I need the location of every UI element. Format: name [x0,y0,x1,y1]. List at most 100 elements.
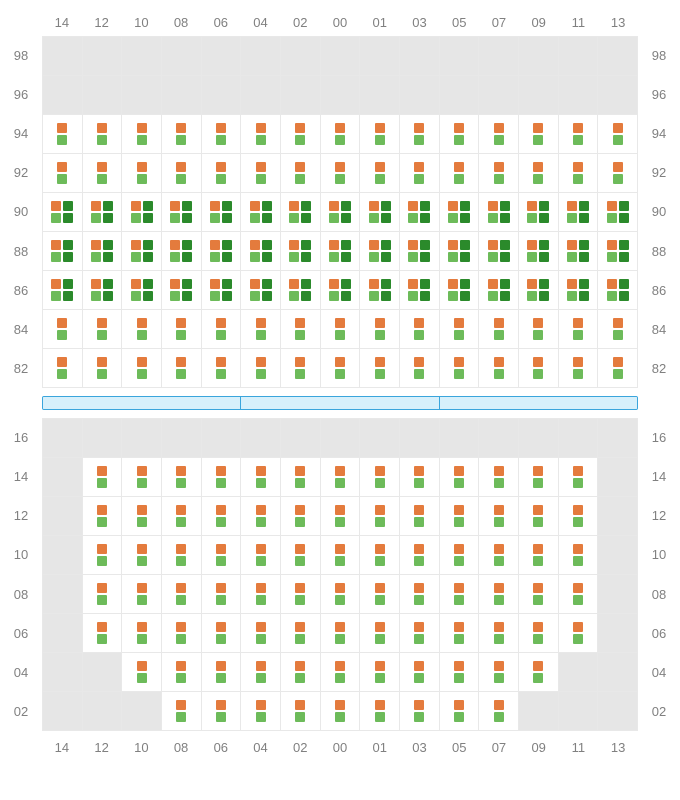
seat-cell[interactable] [400,614,439,652]
seat-cell[interactable] [479,653,518,691]
seat-cell[interactable] [400,193,439,231]
seat-cell[interactable] [559,536,598,574]
seat-cell[interactable] [360,232,399,270]
seat-cell[interactable] [122,232,161,270]
seat-cell[interactable] [83,310,122,348]
seat-cell[interactable] [122,653,161,691]
seat-cell[interactable] [162,575,201,613]
seat-cell[interactable] [479,232,518,270]
seat-cell[interactable] [162,193,201,231]
seat-cell[interactable] [241,115,280,153]
seat-cell[interactable] [479,310,518,348]
seat-cell[interactable] [281,193,320,231]
seat-cell[interactable] [400,536,439,574]
seat-cell[interactable] [440,349,479,387]
seat-cell[interactable] [122,458,161,496]
seat-cell[interactable] [122,497,161,535]
seat-cell[interactable] [281,575,320,613]
seat-cell[interactable] [321,575,360,613]
seat-cell[interactable] [479,458,518,496]
seat-cell[interactable] [440,575,479,613]
seat-cell[interactable] [400,349,439,387]
seat-cell[interactable] [519,193,558,231]
seat-cell[interactable] [479,575,518,613]
seat-cell[interactable] [122,614,161,652]
seat-cell[interactable] [559,458,598,496]
seat-cell[interactable] [360,458,399,496]
seat-cell[interactable] [360,310,399,348]
seat-cell[interactable] [162,458,201,496]
seat-cell[interactable] [122,271,161,309]
seat-cell[interactable] [122,154,161,192]
seat-cell[interactable] [202,232,241,270]
seat-cell[interactable] [83,193,122,231]
seat-cell[interactable] [598,232,637,270]
seat-cell[interactable] [122,115,161,153]
seat-cell[interactable] [43,154,82,192]
seat-cell[interactable] [360,692,399,730]
seat-cell[interactable] [83,349,122,387]
seat-cell[interactable] [202,458,241,496]
seat-cell[interactable] [440,614,479,652]
seat-cell[interactable] [162,497,201,535]
seat-cell[interactable] [479,692,518,730]
seat-cell[interactable] [83,154,122,192]
seat-cell[interactable] [202,154,241,192]
seat-cell[interactable] [400,271,439,309]
seat-cell[interactable] [202,575,241,613]
seat-cell[interactable] [281,614,320,652]
seat-cell[interactable] [519,536,558,574]
seat-cell[interactable] [241,458,280,496]
seat-cell[interactable] [598,154,637,192]
seat-cell[interactable] [202,536,241,574]
seat-cell[interactable] [479,193,518,231]
seat-cell[interactable] [241,232,280,270]
seat-cell[interactable] [519,232,558,270]
seat-cell[interactable] [83,575,122,613]
seat-cell[interactable] [321,271,360,309]
seat-cell[interactable] [559,310,598,348]
seat-cell[interactable] [241,193,280,231]
seat-cell[interactable] [162,271,201,309]
seat-cell[interactable] [479,115,518,153]
seat-cell[interactable] [360,193,399,231]
seat-cell[interactable] [122,349,161,387]
seat-cell[interactable] [400,154,439,192]
seat-cell[interactable] [122,536,161,574]
seat-cell[interactable] [360,154,399,192]
seat-cell[interactable] [321,497,360,535]
seat-cell[interactable] [202,271,241,309]
seat-cell[interactable] [360,575,399,613]
seat-cell[interactable] [479,271,518,309]
seat-cell[interactable] [241,575,280,613]
seat-cell[interactable] [321,536,360,574]
seat-cell[interactable] [321,692,360,730]
seat-cell[interactable] [559,271,598,309]
seat-cell[interactable] [400,497,439,535]
seat-cell[interactable] [479,349,518,387]
seat-cell[interactable] [360,349,399,387]
seat-cell[interactable] [281,349,320,387]
seat-cell[interactable] [241,536,280,574]
seat-cell[interactable] [598,271,637,309]
seat-cell[interactable] [83,232,122,270]
seat-cell[interactable] [241,154,280,192]
seat-cell[interactable] [440,458,479,496]
seat-cell[interactable] [519,115,558,153]
seat-cell[interactable] [281,154,320,192]
seat-cell[interactable] [43,349,82,387]
seat-cell[interactable] [321,154,360,192]
seat-cell[interactable] [519,614,558,652]
seat-cell[interactable] [559,575,598,613]
seat-cell[interactable] [202,497,241,535]
seat-cell[interactable] [519,271,558,309]
seat-cell[interactable] [519,154,558,192]
seat-cell[interactable] [440,653,479,691]
seat-cell[interactable] [321,310,360,348]
seat-cell[interactable] [400,115,439,153]
seat-cell[interactable] [202,692,241,730]
seat-cell[interactable] [122,193,161,231]
seat-cell[interactable] [202,614,241,652]
seat-cell[interactable] [360,536,399,574]
seat-cell[interactable] [202,349,241,387]
